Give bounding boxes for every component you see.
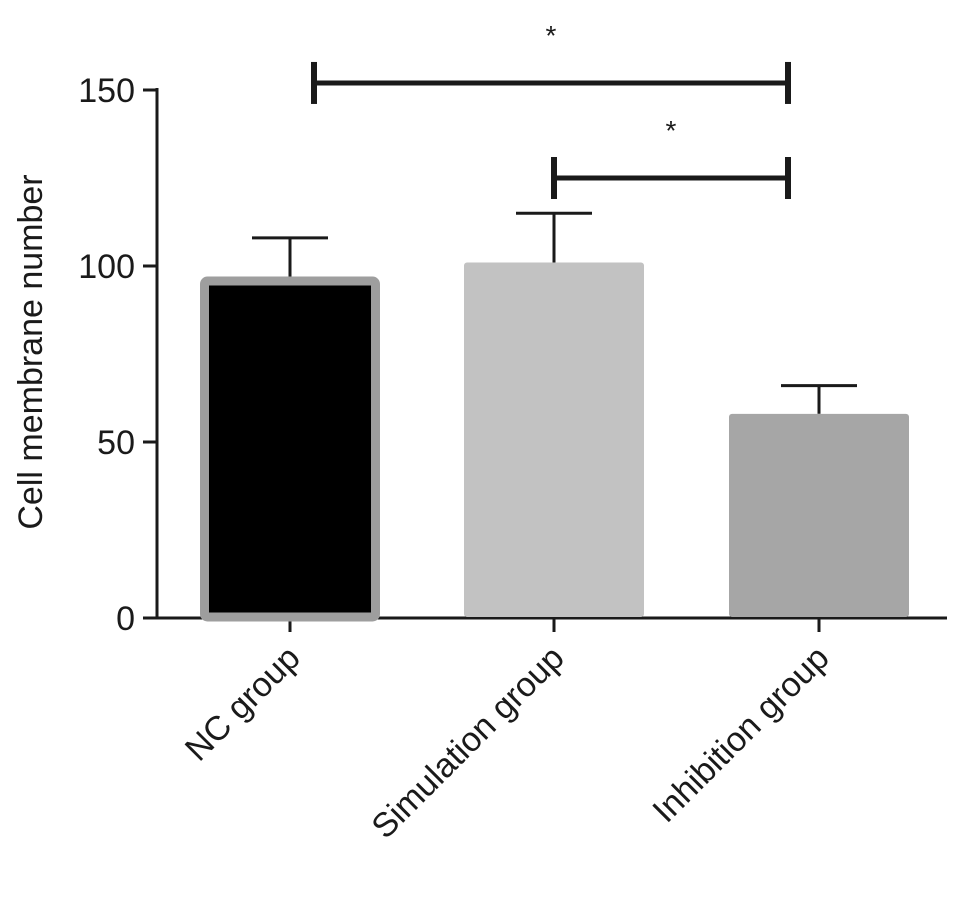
significance-label: * xyxy=(546,20,557,51)
significance-label: * xyxy=(666,115,677,146)
bars xyxy=(200,211,909,622)
bar xyxy=(464,262,644,617)
y-tick-label: 50 xyxy=(97,424,135,462)
significance-brackets xyxy=(311,61,791,199)
y-tick-label: 150 xyxy=(78,72,135,110)
x-tick-label: NC group xyxy=(178,639,308,769)
y-tick-label: 100 xyxy=(78,248,135,286)
bar xyxy=(729,413,909,617)
y-axis-title: Cell membrane number xyxy=(12,174,50,529)
y-tick-label: 0 xyxy=(116,600,135,638)
labels: 0 50 100 150 NC group Simulation group Inhibit… xyxy=(78,20,836,846)
x-tick-label: Simulation group xyxy=(364,639,571,846)
x-tick-label: Inhibition group xyxy=(645,639,836,830)
bar xyxy=(200,276,380,622)
